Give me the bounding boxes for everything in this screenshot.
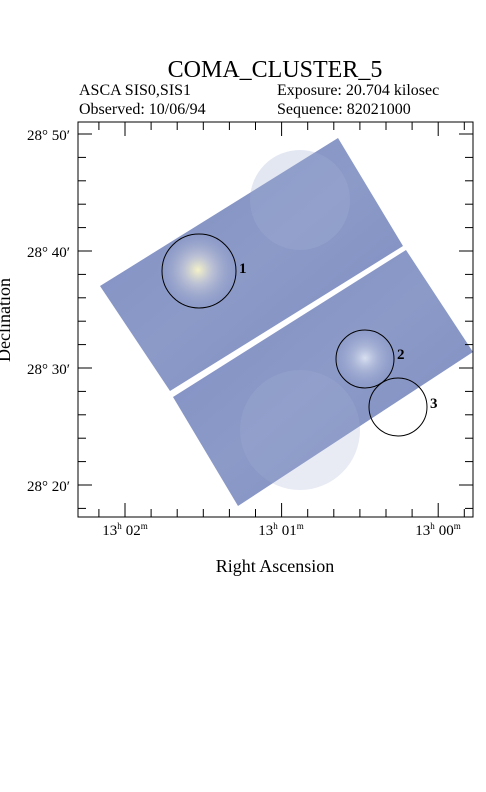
x-axis-label: Right Ascension: [216, 556, 335, 576]
x-tick-label: 13h 02m: [102, 521, 148, 539]
source-region: [368, 377, 428, 437]
source-label: 2: [397, 347, 405, 363]
ticks: [78, 122, 473, 517]
image: [100, 138, 473, 506]
y-axis-label: Declination: [0, 278, 14, 362]
x-tick-label: 13h 00m: [415, 521, 461, 539]
emission: [333, 326, 397, 390]
detector-upper: [100, 138, 403, 391]
y-tick-label: 28° 30′: [27, 362, 70, 378]
source-region: [161, 233, 237, 309]
title: COMA_CLUSTER_5: [168, 57, 383, 83]
observed: Observed: 10/06/94: [79, 101, 206, 118]
y-tick-label: 28° 40′: [27, 245, 70, 261]
detector-lower: [173, 250, 473, 506]
emission: [240, 370, 360, 490]
y-tick-label: 28° 20′: [27, 479, 70, 495]
source-label: 3: [430, 396, 438, 412]
instrument: ASCA SIS0,SIS1: [79, 82, 191, 99]
source-region: [335, 329, 395, 389]
frame: [77, 121, 474, 518]
exposure: Exposure: 20.704 kilosec: [277, 82, 439, 99]
x-tick-label: 13h 01m: [258, 521, 304, 539]
y-tick-label: 28° 50′: [27, 128, 70, 144]
emission: [250, 150, 350, 250]
emission: [158, 230, 238, 310]
sequence: Sequence: 82021000: [277, 101, 411, 118]
source-label: 1: [239, 261, 247, 277]
